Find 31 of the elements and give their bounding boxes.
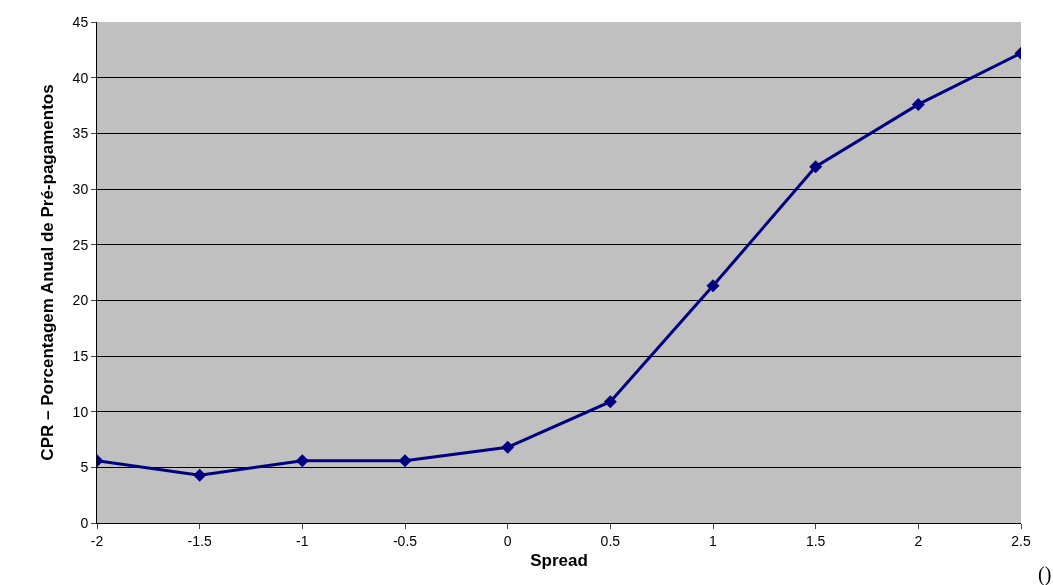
- x-axis-title: Spread: [530, 551, 588, 571]
- x-tick-label: 0.5: [600, 532, 621, 549]
- x-tick-label: 2: [914, 532, 923, 549]
- y-tick-label: 20: [72, 292, 89, 309]
- x-tick-label: -2: [90, 532, 104, 549]
- y-axis-title: CPR – Porcentagem Anual de Pré-pagamentos: [38, 84, 58, 461]
- text: (): [1038, 563, 1052, 585]
- y-tick-label: 30: [72, 180, 89, 197]
- x-tick-label: 2.5: [1011, 532, 1031, 549]
- y-tick-label: 5: [80, 459, 89, 476]
- point: [911, 97, 925, 111]
- y-tick-label: 45: [72, 13, 89, 30]
- point: [603, 395, 617, 409]
- x-tick-label: -1.5: [187, 532, 212, 549]
- y-tick-label: 10: [72, 403, 89, 420]
- x-tick-label: -0.5: [392, 532, 418, 549]
- y-tick-label: 0: [80, 514, 89, 531]
- x-tick-label: -1: [296, 532, 309, 549]
- x-tick-label: 1: [709, 532, 718, 549]
- point: [193, 468, 207, 482]
- point: [706, 279, 720, 293]
- y-tick-label: 15: [72, 347, 89, 364]
- x-tick-label: 1.5: [805, 532, 826, 549]
- point: [501, 440, 515, 454]
- point: [295, 454, 309, 468]
- x-tick-label: 0: [503, 532, 512, 549]
- point: [398, 454, 412, 468]
- point: [809, 160, 823, 174]
- y-tick-label: 40: [72, 69, 89, 86]
- y-tick-label: 25: [72, 236, 89, 253]
- y-tick-label: 35: [72, 125, 89, 142]
